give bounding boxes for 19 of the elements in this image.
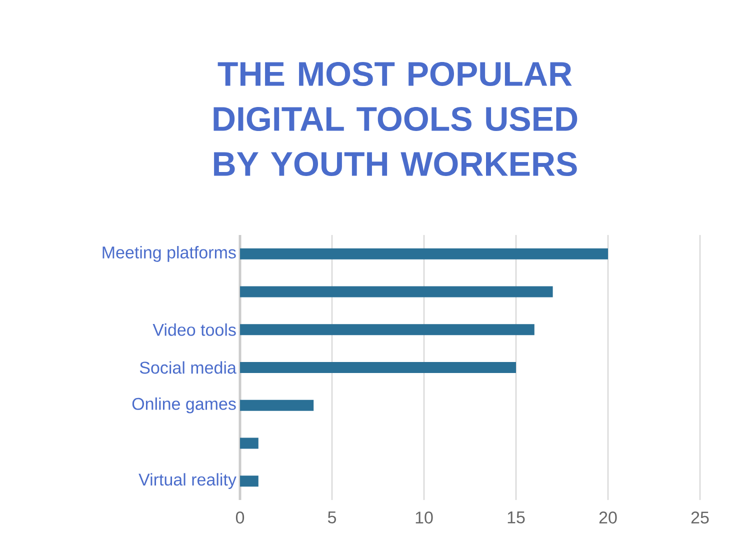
chart-title: THE MOST POPULAR DIGITAL TOOLS USED BY YOUTH WORKERS bbox=[214, 62, 578, 176]
bar bbox=[240, 324, 534, 336]
x-tick-label: 10 bbox=[416, 512, 433, 524]
y-tick-label: Meeting platforms bbox=[102, 246, 236, 262]
bar bbox=[240, 286, 553, 298]
y-tick-label: Online games bbox=[132, 397, 236, 414]
y-tick-label: Video tools bbox=[152, 323, 236, 336]
x-tick-label: 0 bbox=[236, 512, 244, 524]
x-tick-label: 5 bbox=[328, 512, 336, 524]
y-tick-label: Social media bbox=[140, 361, 236, 374]
bar bbox=[240, 476, 258, 487]
y-tick-label: Virtual reality bbox=[138, 473, 236, 489]
bar bbox=[240, 438, 258, 449]
bar bbox=[240, 248, 608, 260]
x-tick-label: 25 bbox=[691, 512, 709, 524]
bar bbox=[240, 362, 516, 374]
x-tick-label: 20 bbox=[599, 512, 617, 524]
bar bbox=[240, 400, 314, 411]
x-tick-label: 15 bbox=[508, 512, 525, 524]
